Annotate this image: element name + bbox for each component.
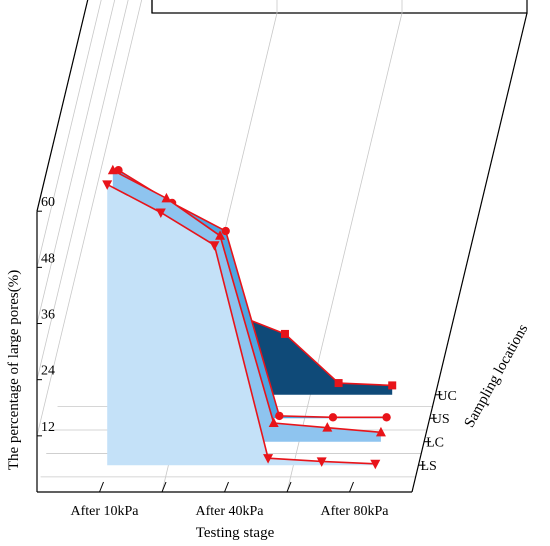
side-gridline	[36, 0, 129, 380]
square-marker	[388, 381, 397, 390]
circle-marker	[328, 413, 338, 422]
right-floor-edge	[411, 12, 528, 493]
triangle-down-marker	[316, 457, 327, 467]
triangle-down-marker	[209, 241, 220, 251]
x-tick-label: After 10kPa	[70, 504, 139, 519]
triangle-down-marker	[155, 208, 166, 218]
x-tick-label: After 40kPa	[195, 504, 264, 519]
z-tick-label: US	[432, 412, 450, 427]
y-tick-label: 24	[41, 364, 55, 379]
circle-marker	[275, 411, 284, 421]
circle-marker	[221, 226, 230, 236]
y-tick-label: 60	[41, 195, 55, 210]
z-axis-title: Sampling locations	[462, 322, 532, 431]
triangle-up-marker	[161, 192, 172, 203]
top-left-edge	[36, 0, 89, 212]
line-ls	[106, 183, 376, 465]
triangle-up-marker	[268, 417, 279, 427]
x-tick	[349, 481, 354, 493]
x-tick	[161, 481, 167, 493]
back-wall	[151, 0, 528, 14]
triangle-up-marker	[107, 164, 118, 175]
x-axis-title: Testing stage	[196, 525, 275, 541]
triangle-up-marker	[215, 230, 226, 240]
side-gridline	[36, 0, 143, 436]
triangle-up-marker	[322, 422, 333, 432]
area-ls	[107, 184, 376, 466]
z-tick-label: LS	[420, 459, 436, 474]
floor-gridline	[286, 12, 403, 493]
z-tick-label: UC	[437, 389, 456, 404]
y-tick-label: 12	[41, 420, 55, 435]
side-gridline	[36, 0, 116, 324]
x-tick	[286, 481, 292, 493]
line-lc	[112, 169, 381, 434]
z-tick-label: LC	[426, 436, 444, 451]
triangle-down-marker	[102, 180, 113, 190]
side-gridline	[36, 0, 102, 268]
triangle-up-marker	[375, 426, 386, 437]
y-tick-label: 36	[41, 308, 55, 323]
x-tick	[99, 481, 104, 493]
square-marker	[280, 329, 289, 338]
triangle-down-marker	[263, 454, 274, 464]
x-tick-label: After 80kPa	[320, 504, 389, 519]
triangle-down-marker	[370, 459, 381, 470]
y-axis-title: The percentage of large pores(%)	[6, 270, 22, 470]
y-tick-label: 48	[41, 251, 55, 266]
series-ls: LS	[102, 180, 437, 474]
square-marker	[334, 379, 343, 388]
series-areas: UC US LC LS 12 24 36 48 60 After 10kPa After 40kPa…	[36, 0, 528, 519]
x-tick	[224, 481, 229, 493]
circle-marker	[382, 413, 391, 422]
